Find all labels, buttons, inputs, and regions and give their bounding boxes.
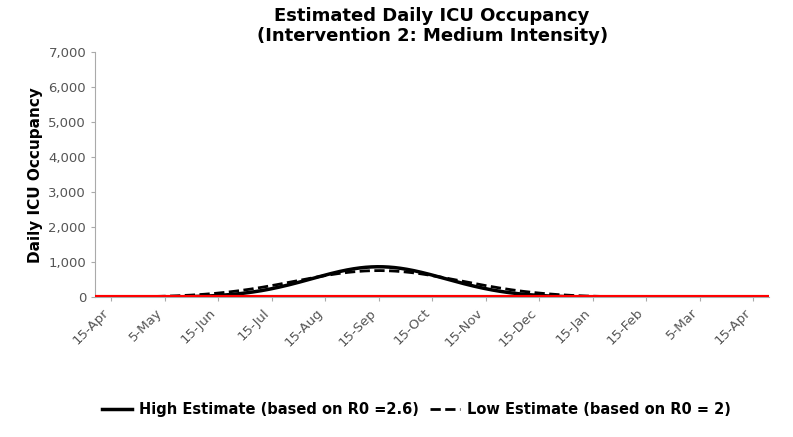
Y-axis label: Daily ICU Occupancy: Daily ICU Occupancy bbox=[28, 87, 43, 263]
Title: Estimated Daily ICU Occupancy
(Intervention 2: Medium Intensity): Estimated Daily ICU Occupancy (Intervent… bbox=[257, 7, 607, 45]
